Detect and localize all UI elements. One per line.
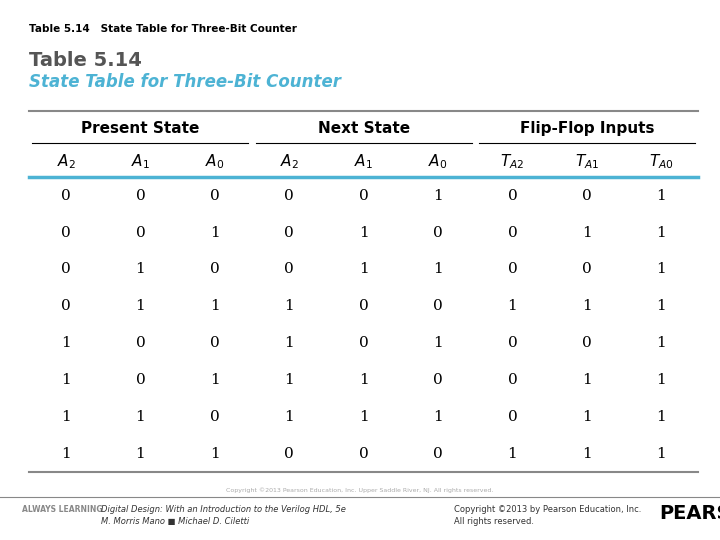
Text: 1: 1 [657,336,666,350]
Text: 0: 0 [508,373,517,387]
Text: 0: 0 [210,188,220,202]
Text: 0: 0 [582,188,592,202]
Text: 0: 0 [433,373,443,387]
Text: $T_{A1}$: $T_{A1}$ [575,152,599,171]
Text: 1: 1 [284,299,294,313]
Text: $A_2$: $A_2$ [57,152,76,171]
Text: Table 5.14   State Table for Three-Bit Counter: Table 5.14 State Table for Three-Bit Cou… [29,24,297,35]
Text: 1: 1 [359,373,369,387]
Text: 0: 0 [582,262,592,276]
Text: $A_2$: $A_2$ [280,152,299,171]
Text: Copyright ©2013 by Pearson Education, Inc.
All rights reserved.: Copyright ©2013 by Pearson Education, In… [454,505,641,526]
Text: 0: 0 [284,262,294,276]
Text: 1: 1 [657,188,666,202]
Text: 1: 1 [582,447,592,461]
Text: 0: 0 [61,188,71,202]
Text: 0: 0 [135,336,145,350]
Text: 1: 1 [433,410,443,424]
Text: 1: 1 [359,410,369,424]
Text: 0: 0 [135,188,145,202]
Text: Present State: Present State [81,121,199,136]
Text: $A_0$: $A_0$ [428,152,448,171]
Text: Next State: Next State [318,121,410,136]
Text: 0: 0 [210,410,220,424]
Text: Copyright ©2013 Pearson Education, Inc. Upper Saddle River, NJ. All rights reser: Copyright ©2013 Pearson Education, Inc. … [226,487,494,492]
Text: 1: 1 [657,447,666,461]
Text: 1: 1 [582,373,592,387]
Text: 0: 0 [135,373,145,387]
Text: 1: 1 [135,262,145,276]
Text: Digital Design: With an Introduction to the Verilog HDL, 5e
M. Morris Mano ■ Mic: Digital Design: With an Introduction to … [101,505,346,526]
Text: 0: 0 [359,447,369,461]
Text: 0: 0 [359,188,369,202]
Text: 0: 0 [433,299,443,313]
Text: 1: 1 [135,299,145,313]
Text: 1: 1 [433,262,443,276]
Text: 1: 1 [210,226,220,240]
Text: $T_{A2}$: $T_{A2}$ [500,152,525,171]
Text: State Table for Three-Bit Counter: State Table for Three-Bit Counter [29,73,341,91]
Text: $A_0$: $A_0$ [205,152,225,171]
Text: 1: 1 [284,373,294,387]
Text: Table 5.14: Table 5.14 [29,51,142,70]
Text: 0: 0 [284,447,294,461]
Text: 1: 1 [508,299,517,313]
Text: 1: 1 [359,226,369,240]
Text: $T_{A0}$: $T_{A0}$ [649,152,674,171]
Text: 0: 0 [508,226,517,240]
Text: 1: 1 [657,299,666,313]
Text: 1: 1 [284,410,294,424]
Text: 0: 0 [508,262,517,276]
Text: 1: 1 [61,336,71,350]
Text: 1: 1 [582,299,592,313]
Text: 0: 0 [433,226,443,240]
Text: 0: 0 [508,188,517,202]
Text: 1: 1 [657,410,666,424]
Text: 0: 0 [284,226,294,240]
Text: 1: 1 [359,262,369,276]
Text: 1: 1 [433,336,443,350]
Text: 0: 0 [433,447,443,461]
Text: 1: 1 [61,447,71,461]
Text: 0: 0 [284,188,294,202]
Text: 1: 1 [135,410,145,424]
Text: Flip-Flop Inputs: Flip-Flop Inputs [520,121,654,136]
Text: 1: 1 [582,410,592,424]
Text: $A_1$: $A_1$ [354,152,373,171]
Text: ALWAYS LEARNING: ALWAYS LEARNING [22,505,102,514]
Text: 1: 1 [433,188,443,202]
Text: 1: 1 [657,373,666,387]
Text: 0: 0 [210,336,220,350]
Text: 0: 0 [359,299,369,313]
Text: 0: 0 [359,336,369,350]
Text: 1: 1 [284,336,294,350]
Text: 1: 1 [582,226,592,240]
Text: 1: 1 [210,299,220,313]
Text: 1: 1 [61,410,71,424]
Text: 0: 0 [508,410,517,424]
Text: 1: 1 [210,447,220,461]
Text: 0: 0 [61,262,71,276]
Text: 1: 1 [657,262,666,276]
Text: 0: 0 [210,262,220,276]
Text: 1: 1 [135,447,145,461]
Text: 0: 0 [61,299,71,313]
Text: $A_1$: $A_1$ [131,152,150,171]
Text: 0: 0 [582,336,592,350]
Text: 1: 1 [657,226,666,240]
Text: 0: 0 [61,226,71,240]
Text: 0: 0 [508,336,517,350]
Text: PEARSON: PEARSON [659,504,720,523]
Text: 1: 1 [210,373,220,387]
Text: 1: 1 [508,447,517,461]
Text: 0: 0 [135,226,145,240]
Text: 1: 1 [61,373,71,387]
